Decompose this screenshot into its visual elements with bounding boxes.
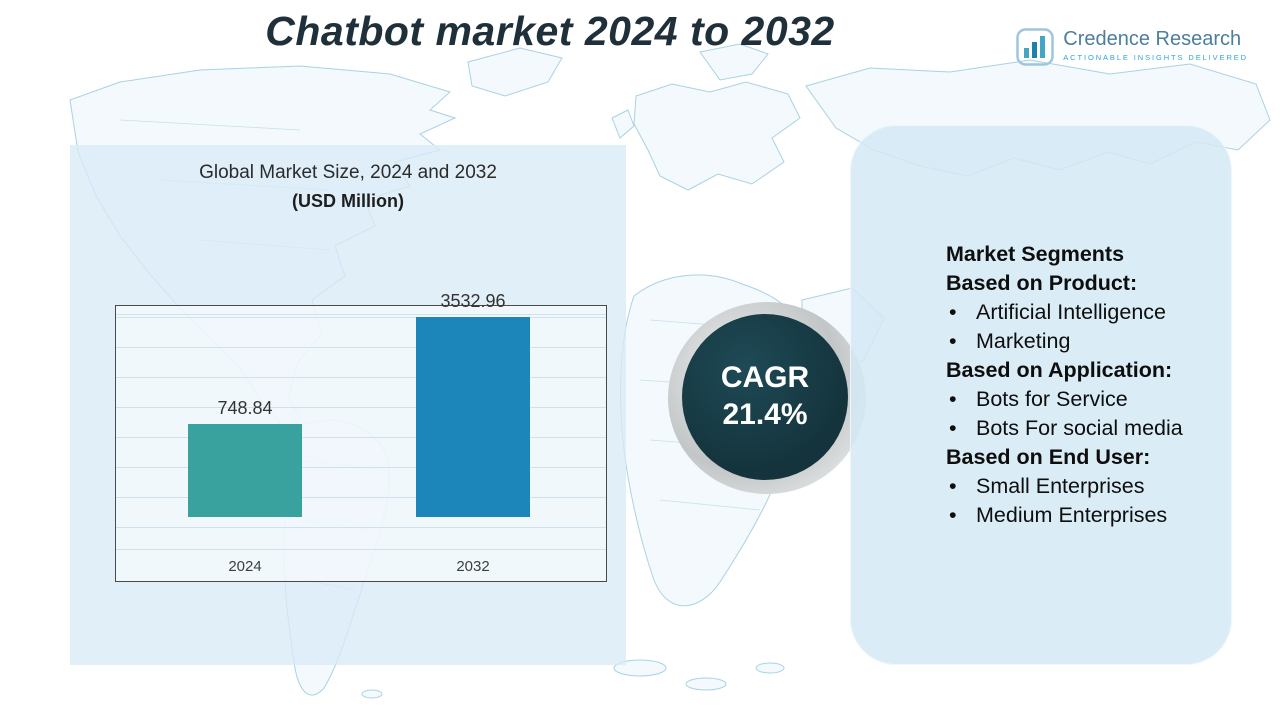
- segment-item-bots-for-social-media: Bots For social media: [946, 414, 1221, 443]
- bar-2024: [188, 424, 302, 517]
- logo-text: Credence Research Actionable Insights De…: [1063, 28, 1248, 62]
- chart-subtitle: (USD Million): [292, 191, 404, 211]
- segment-item-medium-enterprises: Medium Enterprises: [946, 501, 1221, 530]
- logo-bar-chart-icon: [1016, 28, 1055, 71]
- bar-2032: [416, 317, 530, 517]
- segment-item-artificial-intelligence: Artificial Intelligence: [946, 298, 1221, 327]
- segments-panel: Market Segments Based on Product: Artifi…: [850, 125, 1232, 665]
- bar-group-2032: 3532.96: [416, 291, 530, 517]
- cagr-value: 21.4%: [722, 398, 808, 431]
- segment-item-small-enterprises: Small Enterprises: [946, 472, 1221, 501]
- bar-value-2032: 3532.96: [440, 291, 506, 311]
- segment-item-bots-for-service: Bots for Service: [946, 385, 1221, 414]
- segment-heading-application: Based on Application:: [946, 358, 1173, 382]
- chart-title: Global Market Size, 2024 and 2032: [199, 162, 497, 183]
- segment-item-marketing: Marketing: [946, 327, 1221, 356]
- bar-group-2024: 748.84: [188, 398, 302, 517]
- cagr-badge: CAGR 21.4%: [682, 314, 848, 480]
- bar-chart: 748.84 3532.96 2024 2032: [115, 291, 607, 582]
- market-size-panel: Global Market Size, 2024 and 2032 (USD M…: [70, 145, 626, 665]
- logo-name: Credence Research: [1063, 28, 1242, 50]
- axis-label-2024: 2024: [228, 558, 262, 575]
- page-title: Chatbot market 2024 to 2032: [265, 8, 835, 54]
- cagr-label: CAGR: [720, 361, 810, 394]
- segment-heading-product: Based on Product:: [946, 271, 1138, 295]
- axis-label-2032: 2032: [456, 558, 490, 575]
- segments-text: Market Segments Based on Product: Artifi…: [946, 240, 1221, 530]
- segment-heading-end-user: Based on End User:: [946, 445, 1151, 469]
- segments-title: Market Segments: [946, 242, 1125, 266]
- bar-value-2024: 748.84: [217, 398, 273, 418]
- logo-tagline: Actionable Insights Delivered: [1063, 53, 1248, 62]
- credence-research-logo: Credence Research Actionable Insights De…: [1016, 28, 1248, 71]
- chart-plot-area: 748.84 3532.96: [116, 291, 606, 550]
